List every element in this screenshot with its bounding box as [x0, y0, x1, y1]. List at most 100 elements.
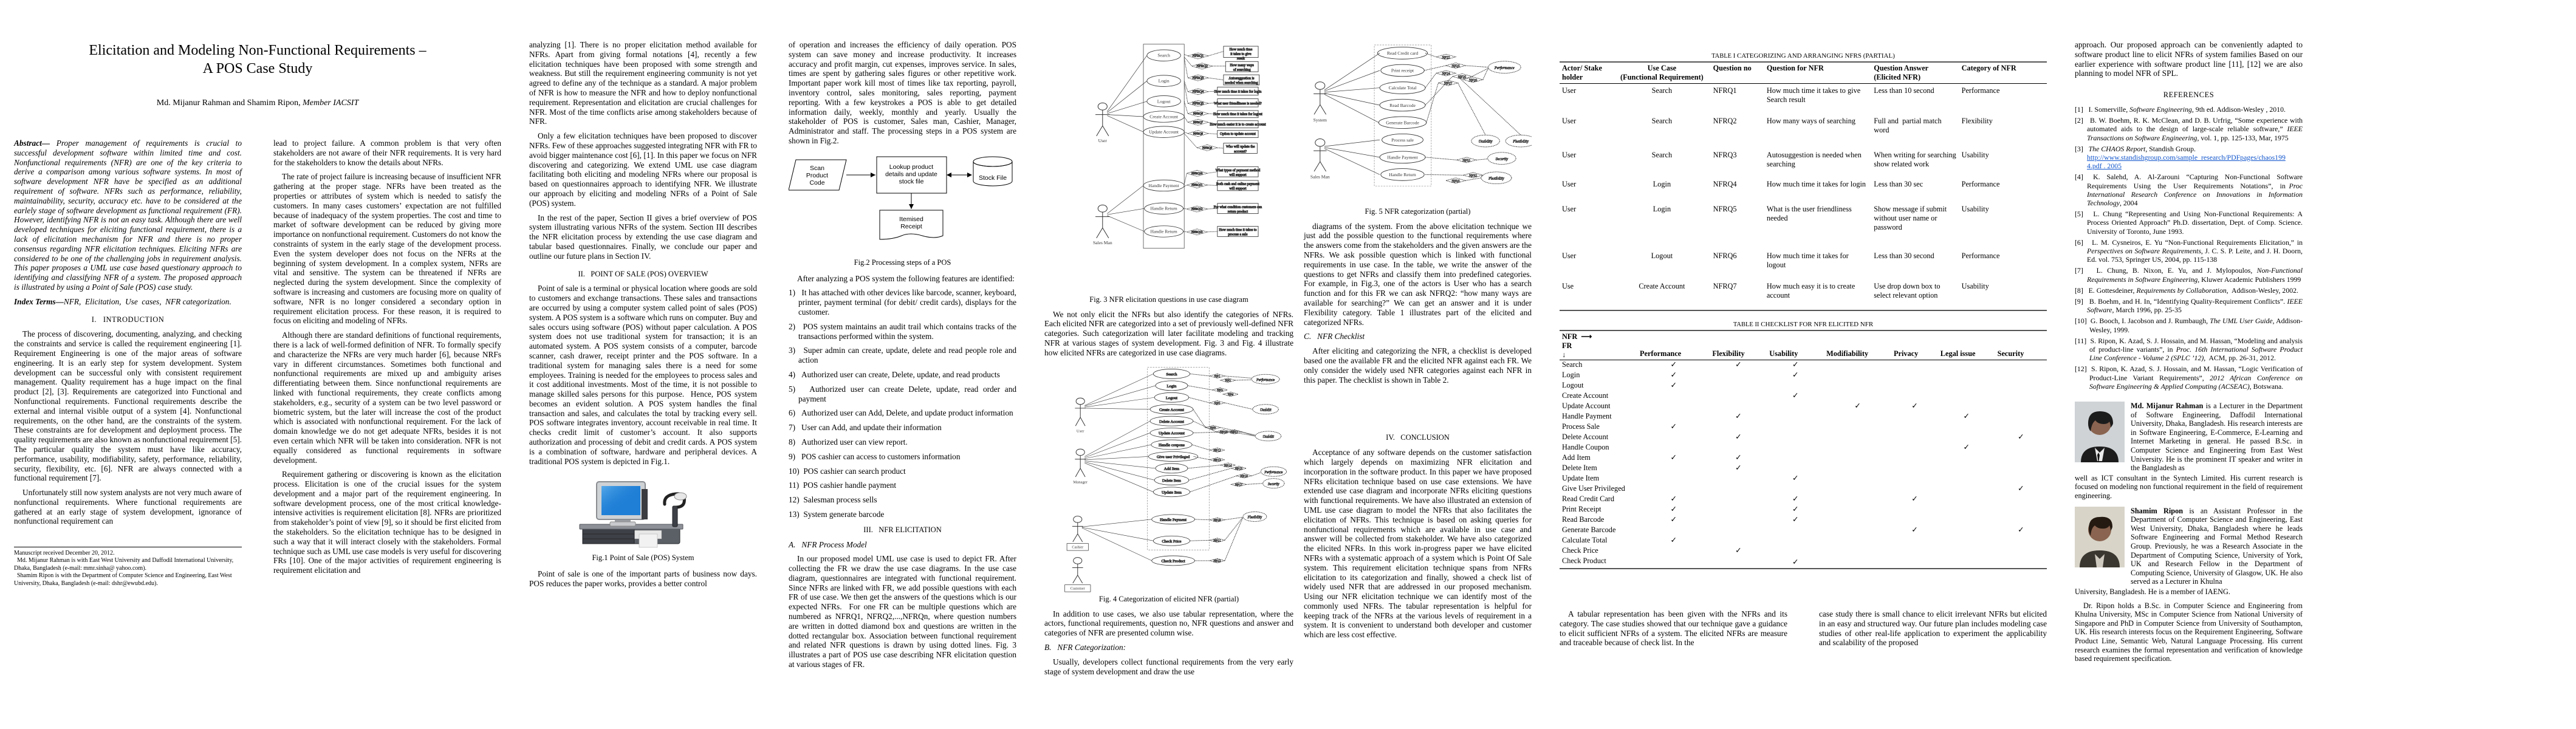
svg-text:Autosuggestion is: Autosuggestion is	[1228, 77, 1255, 81]
svg-text:NF4: NF4	[1228, 393, 1234, 397]
svg-text:Create Account: Create Account	[1149, 114, 1179, 120]
svg-text:Sales Man: Sales Man	[1310, 174, 1330, 180]
svg-text:System: System	[1314, 117, 1327, 123]
svg-text:Handle Payment: Handle Payment	[1160, 518, 1187, 522]
svg-text:Product: Product	[806, 172, 828, 179]
svg-text:Both cash and online payment: Both cash and online payment	[1216, 183, 1259, 187]
svg-text:NFRQ7: NFRQ7	[1193, 121, 1203, 125]
svg-text:Update Account: Update Account	[1149, 129, 1179, 135]
svg-text:NF27: NF27	[1444, 82, 1452, 86]
svg-text:Usabilit: Usabilit	[1262, 436, 1274, 439]
svg-text:NFRQ2: NFRQ2	[1196, 65, 1208, 69]
svg-text:Search: Search	[1166, 372, 1177, 377]
svg-text:Calculate Total: Calculate Total	[1389, 85, 1417, 91]
svg-text:NFRQ5: NFRQ5	[1193, 102, 1204, 106]
svg-text:NF21: NF21	[1213, 539, 1221, 543]
svg-text:Performance: Performance	[1494, 66, 1515, 70]
svg-text:Lookup product: Lookup product	[889, 163, 933, 171]
svg-text:Handle Return: Handle Return	[1389, 172, 1416, 177]
svg-text:Receipt: Receipt	[900, 223, 922, 230]
svg-text:Handle Payment: Handle Payment	[1149, 183, 1180, 188]
svg-text:NF15: NF15	[1235, 467, 1242, 471]
svg-text:Delete Item: Delete Item	[1162, 479, 1182, 483]
svg-text:NF14: NF14	[1224, 464, 1231, 468]
svg-text:Who will update the: Who will update the	[1226, 145, 1255, 149]
svg-text:NFRQ3: NFRQ3	[1193, 77, 1204, 80]
svg-text:NF1: NF1	[1214, 375, 1221, 378]
svg-text:NF13: NF13	[1213, 459, 1221, 462]
svg-text:Update Account: Update Account	[1159, 431, 1185, 436]
svg-text:Flexibility: Flexibility	[1488, 176, 1504, 180]
svg-text:How much time it takes for log: How much time it takes for logout	[1213, 112, 1262, 116]
svg-text:Usability: Usability	[1479, 140, 1493, 144]
svg-text:Generate Barcode: Generate Barcode	[1386, 120, 1419, 125]
svg-text:NF24: NF24	[1442, 72, 1450, 76]
svg-text:How much time: How much time	[1230, 48, 1253, 52]
svg-text:Give user Privileged: Give user Privileged	[1157, 455, 1190, 459]
svg-text:return product: return product	[1228, 210, 1249, 214]
svg-text:Code: Code	[809, 179, 824, 187]
svg-text:Cashier: Cashier	[1072, 546, 1083, 550]
svg-text:Search: Search	[1157, 53, 1170, 58]
svg-text:How many ways: How many ways	[1230, 64, 1254, 67]
svg-text:NF26: NF26	[1469, 79, 1477, 83]
svg-text:NF33: NF33	[1451, 180, 1459, 183]
svg-text:NFRQ6: NFRQ6	[1193, 112, 1203, 116]
svg-text:NFRQ10: NFRQ10	[1191, 172, 1203, 176]
svg-text:Logout: Logout	[1157, 98, 1171, 104]
svg-text:NF2: NF2	[1225, 379, 1231, 383]
svg-text:NF20: NF20	[1213, 519, 1221, 522]
svg-text:NF12: NF12	[1213, 449, 1221, 453]
svg-text:User: User	[1077, 430, 1084, 434]
svg-text:NFRQ1: NFRQ1	[1193, 55, 1204, 58]
svg-text:NFRQ11: NFRQ11	[1191, 183, 1203, 187]
svg-text:Check Price: Check Price	[1162, 539, 1181, 544]
svg-text:NF17: NF17	[1235, 484, 1242, 487]
svg-text:NF23: NF23	[1451, 65, 1459, 69]
svg-text:NF25: NF25	[1458, 76, 1466, 80]
svg-text:NFRQ9: NFRQ9	[1202, 146, 1212, 150]
svg-text:of searching: of searching	[1233, 67, 1251, 72]
svg-text:Flexibility: Flexibility	[1512, 140, 1529, 144]
svg-text:Create Account: Create Account	[1159, 408, 1184, 412]
svg-text:Process sale: Process sale	[1391, 137, 1414, 143]
svg-text:stock file: stock file	[899, 178, 924, 185]
svg-text:needed when searching: needed when searching	[1225, 81, 1258, 85]
svg-text:NF10: NF10	[1220, 431, 1227, 434]
svg-text:NFRQ4: NFRQ4	[1193, 91, 1204, 94]
svg-text:Security: Security	[1496, 157, 1509, 161]
svg-text:Print receipt: Print receipt	[1391, 68, 1414, 74]
svg-text:NF22: NF22	[1213, 560, 1221, 563]
svg-text:Login: Login	[1159, 78, 1170, 84]
svg-text:NF31: NF31	[1462, 159, 1470, 163]
svg-text:How much time it takes to: How much time it takes to	[1219, 228, 1256, 232]
svg-text:Performance: Performance	[1264, 470, 1283, 474]
svg-text:Itemised: Itemised	[899, 216, 923, 223]
svg-text:Delete Account: Delete Account	[1159, 420, 1184, 424]
svg-text:Customer: Customer	[1070, 587, 1085, 591]
svg-text:process a sale: process a sale	[1228, 233, 1248, 237]
svg-text:Read Barcode: Read Barcode	[1389, 103, 1416, 108]
svg-text:account?: account?	[1234, 150, 1247, 154]
svg-text:Sales Man: Sales Man	[1093, 240, 1112, 245]
svg-text:Flexibility: Flexibility	[1247, 516, 1262, 519]
svg-text:details and update: details and update	[885, 171, 937, 178]
svg-text:NFRQ13: NFRQ13	[1191, 231, 1203, 234]
svg-text:Option to update account: Option to update account	[1220, 132, 1256, 136]
svg-text:How much easier it is to creat: How much easier it is to create account	[1210, 123, 1266, 126]
svg-text:Read Credit card: Read Credit card	[1387, 50, 1419, 56]
svg-text:Login: Login	[1167, 384, 1177, 388]
svg-text:NF22: NF22	[1442, 56, 1450, 60]
svg-text:Stock File: Stock File	[979, 174, 1007, 182]
svg-text:How much time it takes for log: How much time it takes for login	[1214, 90, 1262, 94]
svg-text:NFRQ12: NFRQ12	[1191, 208, 1203, 211]
svg-text:Performance: Performance	[1256, 378, 1275, 382]
svg-text:Handle Return: Handle Return	[1150, 229, 1177, 234]
svg-text:Security: Security	[1268, 482, 1279, 486]
svg-text:For what condition customers c: For what condition customers can	[1214, 205, 1262, 209]
svg-text:What user friendliness is need: What user friendliness is needed?	[1214, 101, 1262, 106]
svg-text:Add Item: Add Item	[1164, 467, 1180, 471]
svg-text:What types of payment method: What types of payment method	[1216, 168, 1261, 173]
svg-text:Scan: Scan	[810, 165, 824, 172]
svg-text:NF3: NF3	[1217, 389, 1223, 392]
